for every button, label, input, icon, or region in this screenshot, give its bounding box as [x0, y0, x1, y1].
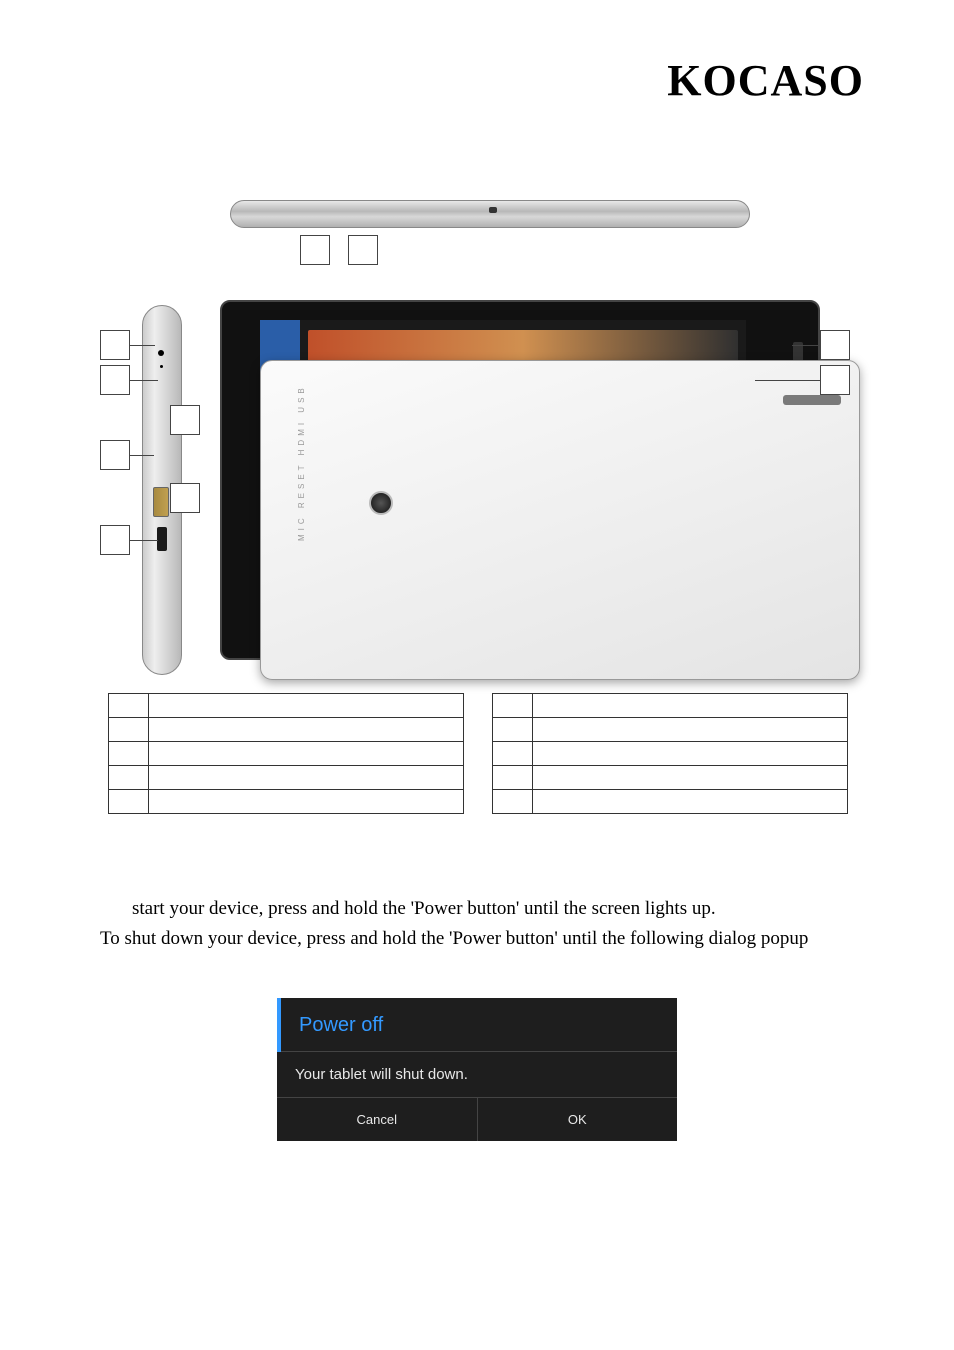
callout-box [100, 440, 130, 470]
callout-box [820, 330, 850, 360]
cancel-button[interactable]: Cancel [277, 1098, 477, 1141]
instruction-line: start your device, press and hold the 'P… [100, 895, 860, 923]
callout-box [170, 483, 200, 513]
legend-num [109, 694, 149, 718]
power-off-dialog: Power off Your tablet will shut down. Ca… [277, 998, 677, 1141]
table-row [493, 718, 848, 742]
legend-num [109, 790, 149, 814]
callout-line [792, 345, 820, 346]
legend-label [533, 766, 848, 790]
callout-line [130, 540, 158, 541]
side-port-icon [160, 365, 163, 368]
legend-num [109, 766, 149, 790]
legend-num [493, 694, 533, 718]
table-row [493, 694, 848, 718]
legend-num [109, 718, 149, 742]
table-row [493, 766, 848, 790]
legend-num [493, 718, 533, 742]
table-row [109, 718, 464, 742]
callout-line [755, 380, 820, 381]
device-back: MIC RESET HDMI USB [260, 360, 860, 680]
legend-label [149, 790, 464, 814]
instruction-text: start your device, press and hold the 'P… [100, 895, 860, 954]
table-row [109, 790, 464, 814]
callout-box [300, 235, 330, 265]
legend-num [109, 742, 149, 766]
device-diagram: TF CARD MIC RESET HDMI USB [100, 190, 850, 680]
ok-button[interactable]: OK [477, 1098, 678, 1141]
back-label: MIC RESET HDMI USB [297, 384, 306, 541]
legend-label [149, 718, 464, 742]
legend-tables [108, 693, 848, 814]
table-row [493, 790, 848, 814]
legend-label [533, 742, 848, 766]
table-row [109, 766, 464, 790]
top-port-icon [489, 207, 497, 213]
callout-box [820, 365, 850, 395]
table-row [109, 694, 464, 718]
legend-label [533, 790, 848, 814]
legend-num [493, 742, 533, 766]
side-jack-icon [157, 527, 167, 551]
legend-table-left [108, 693, 464, 814]
side-port-icon [158, 350, 164, 356]
dialog-title: Power off [281, 998, 677, 1052]
brand-logo: KOCASO [667, 55, 864, 106]
legend-num [493, 766, 533, 790]
callout-box [170, 405, 200, 435]
device-top-edge [230, 200, 750, 228]
table-row [109, 742, 464, 766]
dialog-body: Your tablet will shut down. [277, 1052, 677, 1098]
dialog-button-row: Cancel OK [277, 1098, 677, 1141]
legend-label [149, 694, 464, 718]
callout-line [130, 345, 155, 346]
callout-box [100, 365, 130, 395]
callout-line [130, 380, 158, 381]
legend-label [149, 766, 464, 790]
side-slot-icon [153, 487, 169, 517]
callout-box [100, 330, 130, 360]
callout-box [100, 525, 130, 555]
callout-line [130, 455, 154, 456]
table-row [493, 742, 848, 766]
callout-box [348, 235, 378, 265]
camera-icon [369, 491, 393, 515]
back-speaker-icon [783, 395, 841, 405]
legend-num [493, 790, 533, 814]
legend-table-right [492, 693, 848, 814]
legend-label [149, 742, 464, 766]
legend-label [533, 718, 848, 742]
legend-label [533, 694, 848, 718]
instruction-line: To shut down your device, press and hold… [100, 925, 860, 953]
